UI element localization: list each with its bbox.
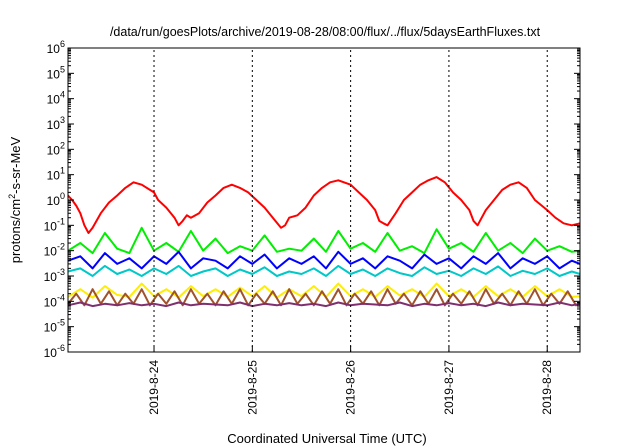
series-line-1 bbox=[67, 176, 581, 234]
y-tick-label: 105 bbox=[47, 64, 65, 81]
y-tick-label: 10-6 bbox=[44, 343, 65, 360]
y-tick-label: 100 bbox=[47, 191, 65, 208]
series-line-6 bbox=[67, 288, 581, 307]
y-tick-label: 10-5 bbox=[44, 318, 65, 335]
x-axis: 2019-8-24 2019-8-25 2019-8-26 2019-8-27 2019… bbox=[147, 48, 554, 415]
y-axis-label: protons/cm2-s-sr-MeV bbox=[7, 136, 23, 263]
y-tick-label: 102 bbox=[47, 140, 65, 157]
y-tick-label: 103 bbox=[47, 115, 65, 132]
y-tick-label: 10-3 bbox=[44, 267, 65, 284]
x-tick-label: 2019-8-24 bbox=[147, 360, 161, 415]
x-tick-label: 2019-8-25 bbox=[245, 360, 259, 415]
y-axis: 10-6 10-5 10-4 10-3 10-2 10-1 100 101 102 103 104 1… bbox=[44, 39, 580, 360]
chart-title: /data/run/goesPlots/archive/2019-08-28/0… bbox=[110, 25, 541, 39]
y-axis-label-post: -s-sr-MeV bbox=[8, 136, 23, 193]
y-tick-label: 10-1 bbox=[44, 216, 65, 233]
y-axis-label-sup: 2 bbox=[7, 194, 17, 199]
x-tick-label: 2019-8-28 bbox=[540, 360, 554, 415]
y-tick-label: 101 bbox=[47, 166, 65, 183]
series-line-7 bbox=[67, 301, 581, 308]
y-tick-label: 10-2 bbox=[44, 242, 65, 259]
y-tick-label: 10-4 bbox=[44, 292, 65, 309]
y-tick-label: 106 bbox=[47, 39, 65, 56]
x-tick-label: 2019-8-26 bbox=[344, 360, 358, 415]
x-tick-label: 2019-8-27 bbox=[442, 360, 456, 415]
y-tick-label: 104 bbox=[47, 90, 65, 107]
x-axis-label: Coordinated Universal Time (UTC) bbox=[227, 431, 426, 446]
series-line-4 bbox=[67, 264, 581, 277]
y-axis-label-pre: protons/cm bbox=[8, 199, 23, 263]
